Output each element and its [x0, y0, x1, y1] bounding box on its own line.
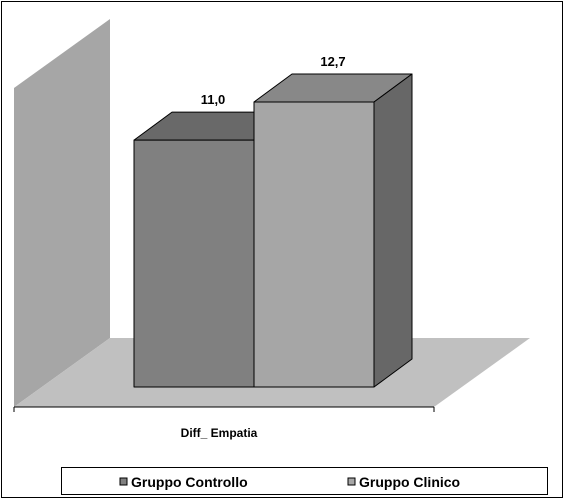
- bar-gruppo-controllo: [133, 139, 255, 388]
- data-label-gruppo-clinico: 12,7: [320, 54, 345, 69]
- legend-label-gruppo-controllo: Gruppo Controllo: [131, 474, 248, 490]
- data-label-gruppo-controllo: 11,0: [201, 92, 226, 107]
- legend-swatch-gruppo-controllo: [119, 477, 128, 486]
- legend-label-gruppo-clinico: Gruppo Clinico: [359, 474, 460, 490]
- back-wall: [14, 19, 110, 407]
- bars-group: 11,0 12,7: [133, 54, 413, 388]
- bar-side-gruppo-clinico: [373, 73, 413, 388]
- legend-box: [61, 467, 548, 495]
- bar-gruppo-clinico: [253, 101, 375, 388]
- legend-swatch-gruppo-clinico: [347, 477, 356, 486]
- category-label: Diff_ Empatia: [181, 426, 258, 440]
